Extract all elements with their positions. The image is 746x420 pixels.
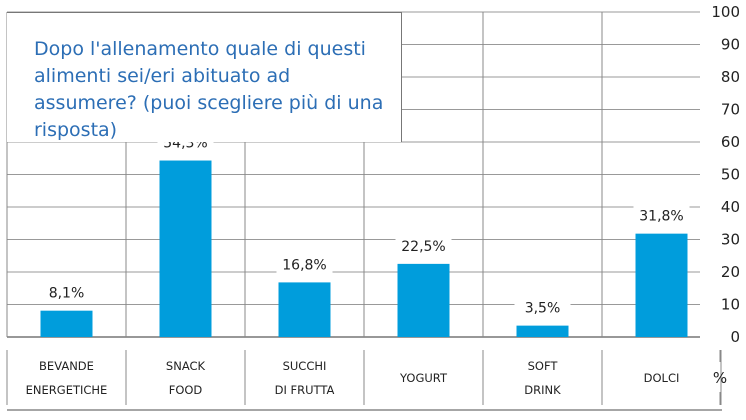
value-label: 22,5% [401, 239, 445, 255]
y-tick-label: 60 [721, 133, 740, 151]
category-label: SOFT [528, 359, 559, 373]
value-label: 3,5% [525, 301, 561, 317]
title-box [7, 12, 402, 142]
category-label: FOOD [169, 383, 203, 397]
y-tick-label: 20 [721, 263, 740, 281]
value-label: 16,8% [282, 257, 326, 273]
category-label: DRINK [524, 383, 561, 397]
value-label-bg [395, 233, 452, 256]
y-tick-label: 10 [721, 296, 740, 314]
value-label: 8,1% [49, 286, 85, 302]
value-label-bg [633, 203, 690, 226]
category-label: DI FRUTTA [275, 383, 335, 397]
value-label-bg [514, 295, 571, 318]
y-tick-label: 30 [721, 231, 740, 249]
category-label: SUCCHI [283, 359, 327, 373]
value-label-bg [38, 280, 95, 303]
category-label: DOLCI [644, 371, 680, 385]
y-tick-label: 70 [721, 101, 740, 119]
value-label: 31,8% [639, 209, 683, 225]
chart-title: Dopo l'allenamento quale di questi alime… [34, 38, 384, 141]
bar [159, 160, 212, 337]
bar [397, 263, 450, 337]
category-label: BEVANDE [39, 359, 94, 373]
bar [516, 325, 569, 337]
bar [40, 310, 93, 337]
y-tick-label: 90 [721, 36, 740, 54]
value-label-bg [276, 252, 333, 275]
y-axis-unit: % [713, 369, 727, 387]
bar [635, 233, 688, 337]
y-tick-label: 0 [730, 328, 740, 346]
category-label: ENERGETICHE [26, 383, 108, 397]
y-tick-label: 80 [721, 68, 740, 86]
y-tick-label: 40 [721, 198, 740, 216]
bar [278, 282, 331, 337]
category-label: SNACK [166, 359, 206, 373]
y-tick-label: 50 [721, 166, 740, 184]
y-tick-label: 100 [711, 3, 740, 21]
category-label: YOGURT [399, 371, 448, 385]
